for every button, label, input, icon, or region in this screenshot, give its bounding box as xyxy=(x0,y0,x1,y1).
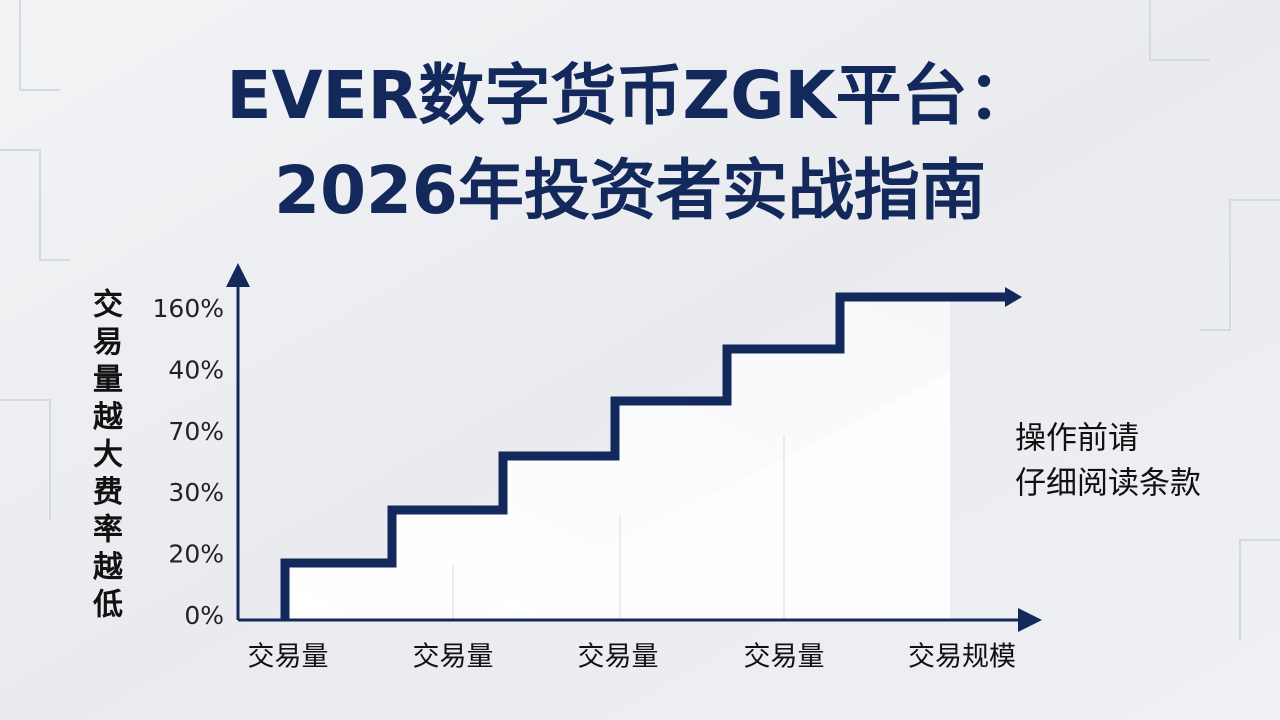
y-axis-label-char: 低 xyxy=(92,588,123,623)
y-label: 160% xyxy=(153,294,224,323)
x-label: 交易规模 xyxy=(908,642,1016,673)
x-label: 交易量 xyxy=(413,642,494,673)
y-axis-label-char: 易 xyxy=(93,325,123,360)
y-label: 70% xyxy=(168,417,224,446)
y-label: 40% xyxy=(168,355,224,384)
x-label: 交易量 xyxy=(248,642,329,673)
x-label: 交易量 xyxy=(744,642,825,673)
title-line: 2026年投资者实战指南 xyxy=(274,152,986,229)
y-axis-label-char: 率 xyxy=(93,513,123,548)
y-axis-label-char: 越 xyxy=(93,550,124,585)
note: 操作前请 xyxy=(1015,421,1139,457)
y-axis-label-char: 大 xyxy=(93,438,123,473)
circuit-decor xyxy=(0,0,1280,640)
y-axis-label-char: 费 xyxy=(93,475,123,510)
y-label: 20% xyxy=(168,540,224,569)
labels: 交易量越大费率越低 0%20%30%70%40%160%交易量 交易量 交易量 交易量交… xyxy=(92,288,1201,673)
step-line xyxy=(280,292,1008,620)
x-label: 交易量 xyxy=(578,642,659,673)
step-arrow xyxy=(1005,287,1022,307)
note: 仔细阅读条款 xyxy=(1015,466,1201,502)
guides xyxy=(452,435,785,620)
y-axis-label-char: 交 xyxy=(93,288,123,323)
y-label: 30% xyxy=(168,478,224,507)
title-line: EVER数字货币ZGK平台： xyxy=(226,57,1033,134)
title: EVER数字货币ZGK平台： 2026年投资者实战指南 xyxy=(226,57,1033,229)
y-axis-label-char: 量 xyxy=(93,363,123,398)
highlight xyxy=(470,372,950,620)
y-label: 0% xyxy=(184,601,224,630)
y-axis-label-char: 越 xyxy=(93,400,124,435)
